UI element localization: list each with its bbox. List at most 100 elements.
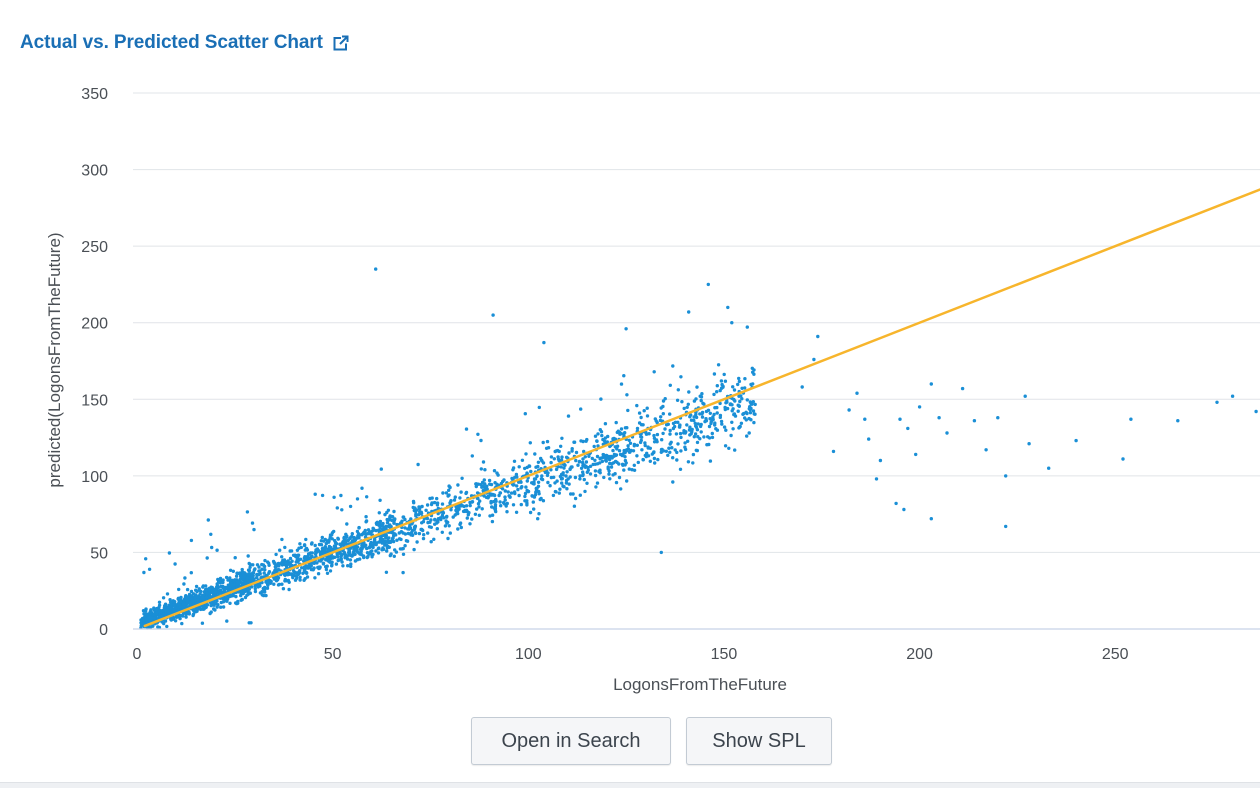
data-point <box>731 407 735 411</box>
data-point <box>240 570 245 574</box>
data-point <box>182 582 186 586</box>
data-point <box>325 564 329 568</box>
data-point <box>493 481 497 485</box>
data-point <box>1047 466 1051 470</box>
external-link-icon[interactable] <box>333 35 349 51</box>
data-point <box>301 571 305 575</box>
data-point <box>315 547 320 551</box>
data-point <box>488 514 492 518</box>
data-point <box>233 556 237 560</box>
data-point <box>211 594 215 598</box>
data-point <box>287 580 291 584</box>
data-point <box>333 555 337 559</box>
data-point <box>251 563 255 567</box>
data-point <box>161 596 166 600</box>
data-point <box>743 386 747 390</box>
data-point <box>360 532 364 536</box>
data-point <box>436 506 440 511</box>
data-point <box>752 420 756 425</box>
data-point <box>333 544 337 548</box>
data-point <box>996 416 1000 420</box>
data-point <box>655 440 659 444</box>
data-point <box>581 473 585 478</box>
data-point <box>573 475 578 480</box>
panel-title-link[interactable]: Actual vs. Predicted Scatter Chart <box>20 32 323 53</box>
data-point <box>618 430 622 435</box>
data-point <box>232 586 236 590</box>
data-point <box>902 507 906 512</box>
data-point <box>642 409 646 413</box>
data-point <box>929 517 933 521</box>
data-point <box>526 489 531 494</box>
data-point <box>678 467 683 471</box>
data-point <box>1215 400 1219 404</box>
data-point <box>688 415 692 419</box>
data-point <box>320 551 324 556</box>
data-point <box>411 499 416 504</box>
data-point <box>581 457 585 461</box>
show-spl-button[interactable]: Show SPL <box>686 717 832 765</box>
data-point <box>712 412 716 417</box>
data-point <box>204 584 208 588</box>
data-point <box>549 460 553 465</box>
data-point <box>433 518 437 522</box>
data-point <box>645 406 649 410</box>
data-point <box>630 468 634 472</box>
data-point <box>573 496 578 501</box>
y-tick-label: 50 <box>90 545 108 562</box>
data-point <box>564 474 568 478</box>
data-point <box>564 455 569 459</box>
data-point <box>537 492 541 496</box>
data-point <box>481 460 486 464</box>
data-point <box>677 425 682 429</box>
data-point <box>231 583 235 587</box>
data-point <box>960 386 965 391</box>
data-point <box>732 397 736 402</box>
data-point <box>381 533 386 538</box>
data-point <box>699 430 703 434</box>
data-point <box>524 485 528 489</box>
data-point <box>671 456 675 460</box>
data-point <box>349 553 353 558</box>
data-point <box>336 555 340 559</box>
data-point <box>304 571 309 575</box>
y-tick-label: 300 <box>81 163 108 180</box>
data-point <box>520 458 525 462</box>
data-point <box>360 543 364 547</box>
data-point <box>185 587 190 592</box>
data-point <box>736 409 740 413</box>
data-point <box>252 577 256 581</box>
data-point <box>384 536 388 540</box>
data-point <box>878 458 883 463</box>
data-point <box>314 550 319 554</box>
data-point <box>704 419 709 423</box>
data-point <box>614 420 618 425</box>
data-point <box>645 414 650 418</box>
data-point <box>224 575 229 580</box>
data-point <box>345 534 349 538</box>
data-point <box>458 504 463 508</box>
data-point <box>604 453 609 458</box>
data-point <box>297 570 301 574</box>
data-point <box>240 591 244 595</box>
open-in-search-button[interactable]: Open in Search <box>471 717 671 765</box>
data-point <box>420 521 424 525</box>
y-tick-label: 150 <box>81 392 108 409</box>
data-point <box>243 595 248 600</box>
data-point <box>593 469 598 473</box>
data-point <box>529 469 533 474</box>
data-point <box>418 511 423 516</box>
data-point <box>523 412 527 416</box>
data-point <box>539 496 543 501</box>
data-point <box>346 564 350 568</box>
data-point <box>447 493 451 497</box>
data-point <box>417 505 421 509</box>
data-point <box>612 454 616 458</box>
data-point <box>572 440 577 444</box>
data-point <box>615 447 619 451</box>
data-point <box>724 401 728 405</box>
data-point <box>493 506 498 511</box>
data-point <box>515 475 519 479</box>
data-point <box>447 488 451 492</box>
data-point <box>525 499 529 503</box>
